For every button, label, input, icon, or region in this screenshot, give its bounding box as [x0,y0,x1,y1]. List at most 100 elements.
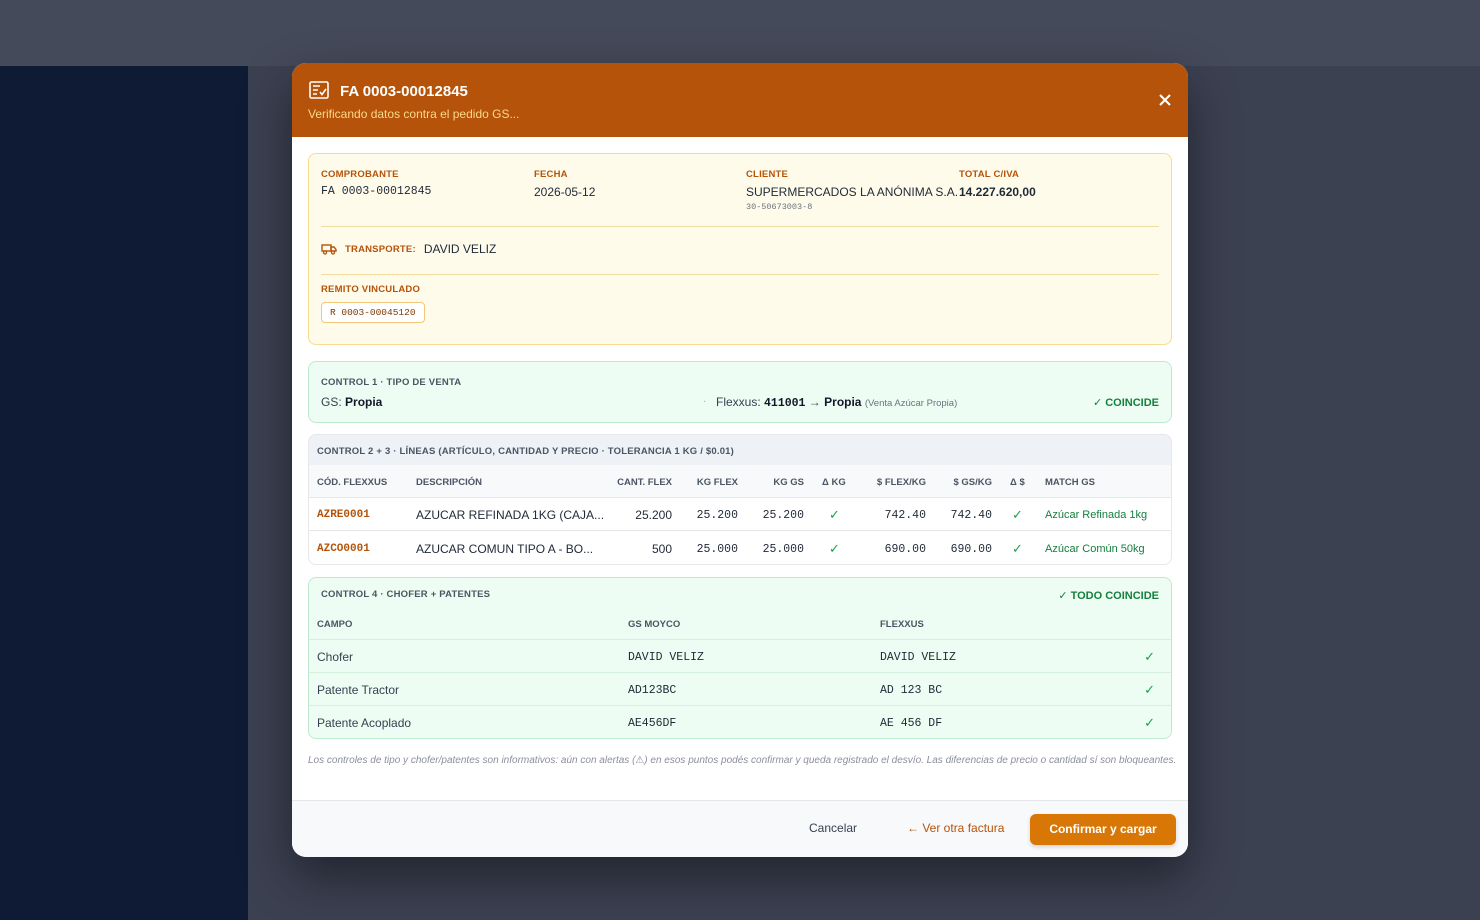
flex-code: 411001 [764,397,806,410]
comprobante-label: COMPROBANTE [321,169,399,180]
table-row[interactable]: AZRE0001 AZUCAR REFINADA 1KG (CAJA... 25… [309,498,1171,531]
flex-prefix: Flexxus: [716,395,761,409]
col-kgflex: KG FLEX [696,477,738,488]
cancel-button[interactable]: Cancelar [809,821,858,835]
col-dkg: Δ KG [822,477,846,488]
table-row: Patente Acoplado AE456DF AE 456 DF ✓ [309,705,1171,738]
col-dp: Δ $ [1010,477,1025,488]
control-2-3-header: CONTROL 2 + 3 · LÍNEAS (ARTÍCULO, CANTID… [309,435,1171,465]
control-1-gs: GS: Propia [321,395,382,409]
control-4-label: CONTROL 4 · CHOFER + PATENTES [321,589,491,600]
flex-value: Propia [824,395,862,409]
cliente-field: CLIENTE SUPERMERCADOS LA ANÓNIMA S.A. 30… [746,169,958,212]
cell-cant: 500 [651,542,672,556]
check-icon: ✓ [1144,682,1155,697]
table-row: Chofer DAVID VELIZ DAVID VELIZ ✓ [309,639,1171,672]
col-gs-moyco: GS MOYCO [628,619,681,630]
comprobante-value: FA 0003-00012845 [321,185,432,198]
total-value: 14.227.620,00 [959,185,1036,199]
divider [321,274,1159,275]
check-icon: ✓ [1012,541,1023,556]
check-icon: ✓ [1144,649,1155,664]
cell-flex: AE 456 DF [880,717,943,730]
confirm-and-load-button[interactable]: Confirmar y cargar [1030,814,1176,845]
fecha-label: FECHA [534,169,568,180]
col-match: MATCH GS [1045,477,1095,488]
cell-kggs: 25.000 [762,543,804,556]
cell-cant: 25.200 [635,508,672,522]
col-campo: CAMPO [317,619,353,630]
cell-campo: Patente Acoplado [317,716,412,730]
cell-pflex: 742.40 [884,509,926,522]
cliente-value: SUPERMERCADOS LA ANÓNIMA S.A. [746,185,959,199]
cell-gs: AD123BC [628,684,677,697]
col-desc: DESCRIPCIÓN [416,477,482,488]
invoice-check-icon [309,81,329,99]
divider [321,226,1159,227]
cell-desc: AZUCAR REFINADA 1KG (CAJA... [416,508,605,522]
gs-value: Propia [345,395,383,409]
close-icon[interactable] [1158,93,1172,107]
modal-footer: Cancelar ← Ver otra factura Confirmar y … [292,800,1188,857]
cell-pgs: 742.40 [950,509,992,522]
invoice-verification-modal: FA 0003-00012845 Verificando datos contr… [292,63,1188,857]
separator: · [703,396,707,407]
control-4-status: ✓ TODO COINCIDE [1058,590,1159,602]
table-row[interactable]: AZCO0001 AZUCAR COMUN TIPO A - BO... 500… [309,532,1171,564]
col-cod: CÓD. FLEXXUS [317,477,388,488]
fecha-field: FECHA 2026-05-12 [534,169,595,199]
remito-chip[interactable]: R 0003-00045120 [321,302,425,323]
check-icon: ✓ [1144,715,1155,730]
total-label: TOTAL C/IVA [959,169,1020,180]
cell-pflex: 690.00 [884,543,926,556]
gs-prefix: GS: [321,395,342,409]
check-icon: ✓ [829,541,840,556]
check-icon: ✓ [1012,507,1023,522]
cell-campo: Chofer [317,650,354,664]
transporte-label: TRANSPORTE: [345,243,416,255]
truck-icon [321,244,337,255]
cell-code: AZRE0001 [317,509,370,521]
background-sidebar [0,66,248,920]
modal-title: FA 0003-00012845 [340,83,468,100]
cell-pgs: 690.00 [950,543,992,556]
modal-header: FA 0003-00012845 Verificando datos contr… [292,63,1188,137]
cell-gs: DAVID VELIZ [628,651,704,664]
cell-kgflex: 25.000 [696,543,738,556]
modal-subtitle: Verificando datos contra el pedido GS... [308,107,520,121]
background-top-bar [0,0,1480,66]
col-cant: CANT. FLEX [617,477,672,488]
cliente-cuit: 30-50673003-8 [746,202,813,212]
cell-flex: DAVID VELIZ [880,651,956,664]
control-1-flexxus: Flexxus: 411001 → Propia (Venta Azúcar P… [716,395,957,410]
control-1-label: CONTROL 1 · TIPO DE VENTA [321,377,462,388]
control-2-3-label: CONTROL 2 + 3 · LÍNEAS (ARTÍCULO, CANTID… [317,446,735,457]
cell-match: Azúcar Refinada 1kg [1045,509,1148,521]
control-1-card: CONTROL 1 · TIPO DE VENTA GS: Propia · F… [308,361,1172,423]
view-other-invoice-button[interactable]: ← Ver otra factura [907,821,1005,835]
cell-kgflex: 25.200 [696,509,738,522]
cell-desc: AZUCAR COMUN TIPO A - BO... [416,542,594,556]
check-icon: ✓ [829,507,840,522]
flex-note: (Venta Azúcar Propia) [864,398,958,409]
control-1-status: ✓ COINCIDE [1092,397,1159,409]
transporte-value: DAVID VELIZ [423,242,497,256]
total-field: TOTAL C/IVA 14.227.620,00 [959,169,1036,199]
cell-match: Azúcar Común 50kg [1045,543,1145,555]
lines-table-header: CÓD. FLEXXUS DESCRIPCIÓN CANT. FLEX KG F… [309,465,1171,498]
control-4-card: CONTROL 4 · CHOFER + PATENTES ✓ TODO COI… [308,577,1172,739]
transporte-row: TRANSPORTE: DAVID VELIZ [321,242,496,256]
cell-gs: AE456DF [628,717,677,730]
remito-field: REMITO VINCULADO R 0003-00045120 [321,284,425,323]
col-flexxus: FLEXXUS [880,619,924,630]
cell-campo: Patente Tractor [317,683,400,697]
invoice-info-card: COMPROBANTE FA 0003-00012845 FECHA 2026-… [308,153,1172,345]
comprobante-field: COMPROBANTE FA 0003-00012845 [321,169,431,198]
cell-kggs: 25.200 [762,509,804,522]
cell-flex: AD 123 BC [880,684,943,697]
cell-code: AZCO0001 [317,543,370,555]
col-pgs: $ GS/KG [953,477,992,488]
control-2-3-card: CONTROL 2 + 3 · LÍNEAS (ARTÍCULO, CANTID… [308,434,1172,565]
arrow: → [808,395,821,409]
col-pflex: $ FLEX/KG [876,477,926,488]
